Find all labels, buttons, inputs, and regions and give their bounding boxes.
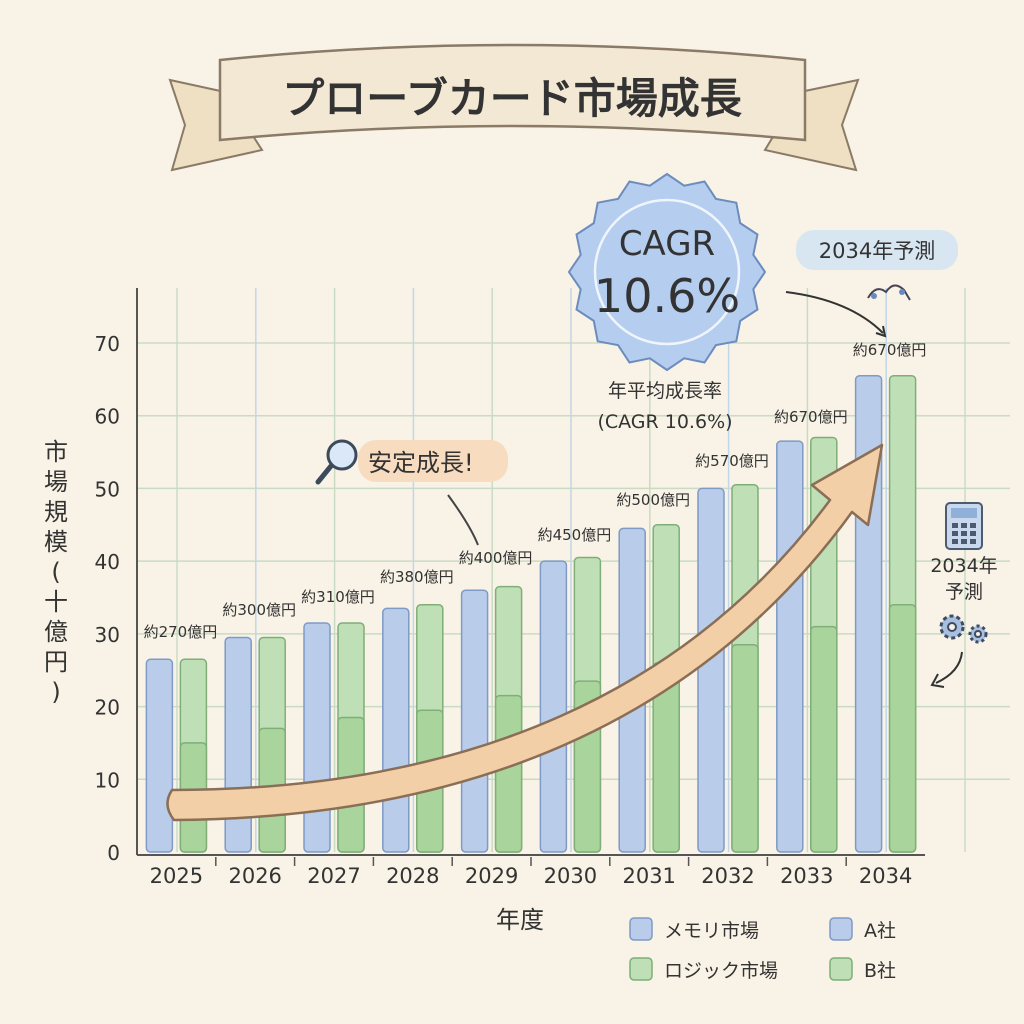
y-tick-label: 10 <box>95 768 120 792</box>
legend-swatch <box>629 917 653 941</box>
chart-title: プローブカード市場成長 <box>282 74 742 123</box>
y-tick-label: 50 <box>95 477 120 501</box>
stable-growth-callout: 安定成長! <box>315 439 508 546</box>
cagr-caption-line1: 年平均成長率 <box>608 380 722 402</box>
y-axis-label-char: 規 <box>44 498 68 526</box>
legend-swatch <box>829 917 853 941</box>
y-tick-label: 30 <box>95 623 120 647</box>
y-axis-label-char: 億 <box>44 618 68 646</box>
title-banner: プローブカード市場成長 <box>168 43 860 172</box>
y-axis-label-char: 場 <box>44 468 68 496</box>
data-label: 約670億円 <box>774 408 848 426</box>
gears-icon <box>939 614 988 644</box>
data-label: 約400億円 <box>459 549 533 567</box>
x-tick-label: 2025 <box>150 864 203 888</box>
bar-b-2032 <box>731 644 759 853</box>
bar-memory-2028 <box>382 607 410 853</box>
forecast-top-callout: 2034年予測 <box>785 230 958 338</box>
cagr-badge-value: 10.6% <box>594 269 740 323</box>
y-tick-label: 0 <box>107 841 120 865</box>
bar-b-2034 <box>888 604 917 853</box>
cagr-caption-line2: (CAGR 10.6%) <box>597 411 732 433</box>
y-axis-label-char: 円 <box>44 648 68 676</box>
forecast-side-callout: 2034年 予測 <box>930 502 998 688</box>
y-axis-ticks: 0 10 20 30 40 50 60 70 <box>95 332 120 865</box>
y-axis-label-char: 十 <box>44 588 68 616</box>
y-axis-label-char: 市 <box>44 438 68 466</box>
x-tick-label: 2030 <box>544 864 597 888</box>
data-label: 約570億円 <box>695 452 769 470</box>
x-tick-label: 2026 <box>228 864 281 888</box>
arrow-icon <box>166 443 884 822</box>
x-tick-label: 2028 <box>386 864 439 888</box>
bar-b-2029 <box>494 694 523 853</box>
legend-swatch <box>829 957 853 981</box>
x-tick-label: 2033 <box>780 864 833 888</box>
y-tick-label: 40 <box>95 550 120 574</box>
x-axis-ticks: 2025 2026 2027 2028 2029 2030 2031 2032 2033 2034 <box>150 857 912 888</box>
handshake-icon <box>867 284 911 301</box>
data-label: 約670億円 <box>853 341 927 359</box>
bar-b-2033 <box>810 625 838 853</box>
data-label: 約500億円 <box>616 491 690 509</box>
forecast-side-line2: 予測 <box>945 581 983 603</box>
y-axis-label-char: 模 <box>44 528 68 556</box>
calculator-icon <box>945 502 983 550</box>
data-label: 約380億円 <box>380 568 454 586</box>
bar-memory-2030 <box>539 560 568 853</box>
growth-arrow <box>166 443 884 822</box>
x-tick-label: 2034 <box>859 864 912 888</box>
x-tick-label: 2029 <box>465 864 518 888</box>
grid <box>137 288 1010 852</box>
forecast-top-label: 2034年予測 <box>819 239 935 263</box>
data-labels: 約270億円約300億円約310億円約380億円約400億円約450億円約500… <box>144 341 927 641</box>
legend-item-label: B社 <box>864 960 896 982</box>
bar-memory-2025 <box>145 658 174 853</box>
y-axis-label-char: ) <box>51 678 60 706</box>
cagr-badge-label: CAGR <box>619 224 715 264</box>
bar-memory-2033 <box>776 440 804 853</box>
data-label: 約270億円 <box>144 623 218 641</box>
magnifier-icon <box>315 439 358 485</box>
bar-memory-2032 <box>697 487 725 853</box>
bar-memory-2026 <box>224 636 252 853</box>
legend-item-label: メモリ市場 <box>664 920 759 942</box>
legend-item-label: ロジック市場 <box>664 960 778 982</box>
y-tick-label: 20 <box>95 696 120 720</box>
x-tick-label: 2032 <box>701 864 754 888</box>
legend-swatch <box>629 957 653 981</box>
data-label: 約300億円 <box>222 601 296 619</box>
data-label: 約310億円 <box>301 588 375 606</box>
x-tick-label: 2027 <box>307 864 360 888</box>
x-tick-label: 2031 <box>622 864 675 888</box>
forecast-side-line1: 2034年 <box>930 555 997 577</box>
legend-item-label: A社 <box>864 920 896 942</box>
y-axis-label-char: ( <box>51 558 60 586</box>
bar-memory-2029 <box>460 589 489 853</box>
stable-growth-label: 安定成長! <box>368 449 474 477</box>
cagr-badge: CAGR 10.6% <box>567 172 767 372</box>
y-tick-label: 60 <box>95 405 120 429</box>
data-label: 約450億円 <box>538 526 612 544</box>
bar-memory-2027 <box>303 622 331 853</box>
y-tick-label: 70 <box>95 332 120 356</box>
x-axis-label: 年度 <box>496 906 544 934</box>
